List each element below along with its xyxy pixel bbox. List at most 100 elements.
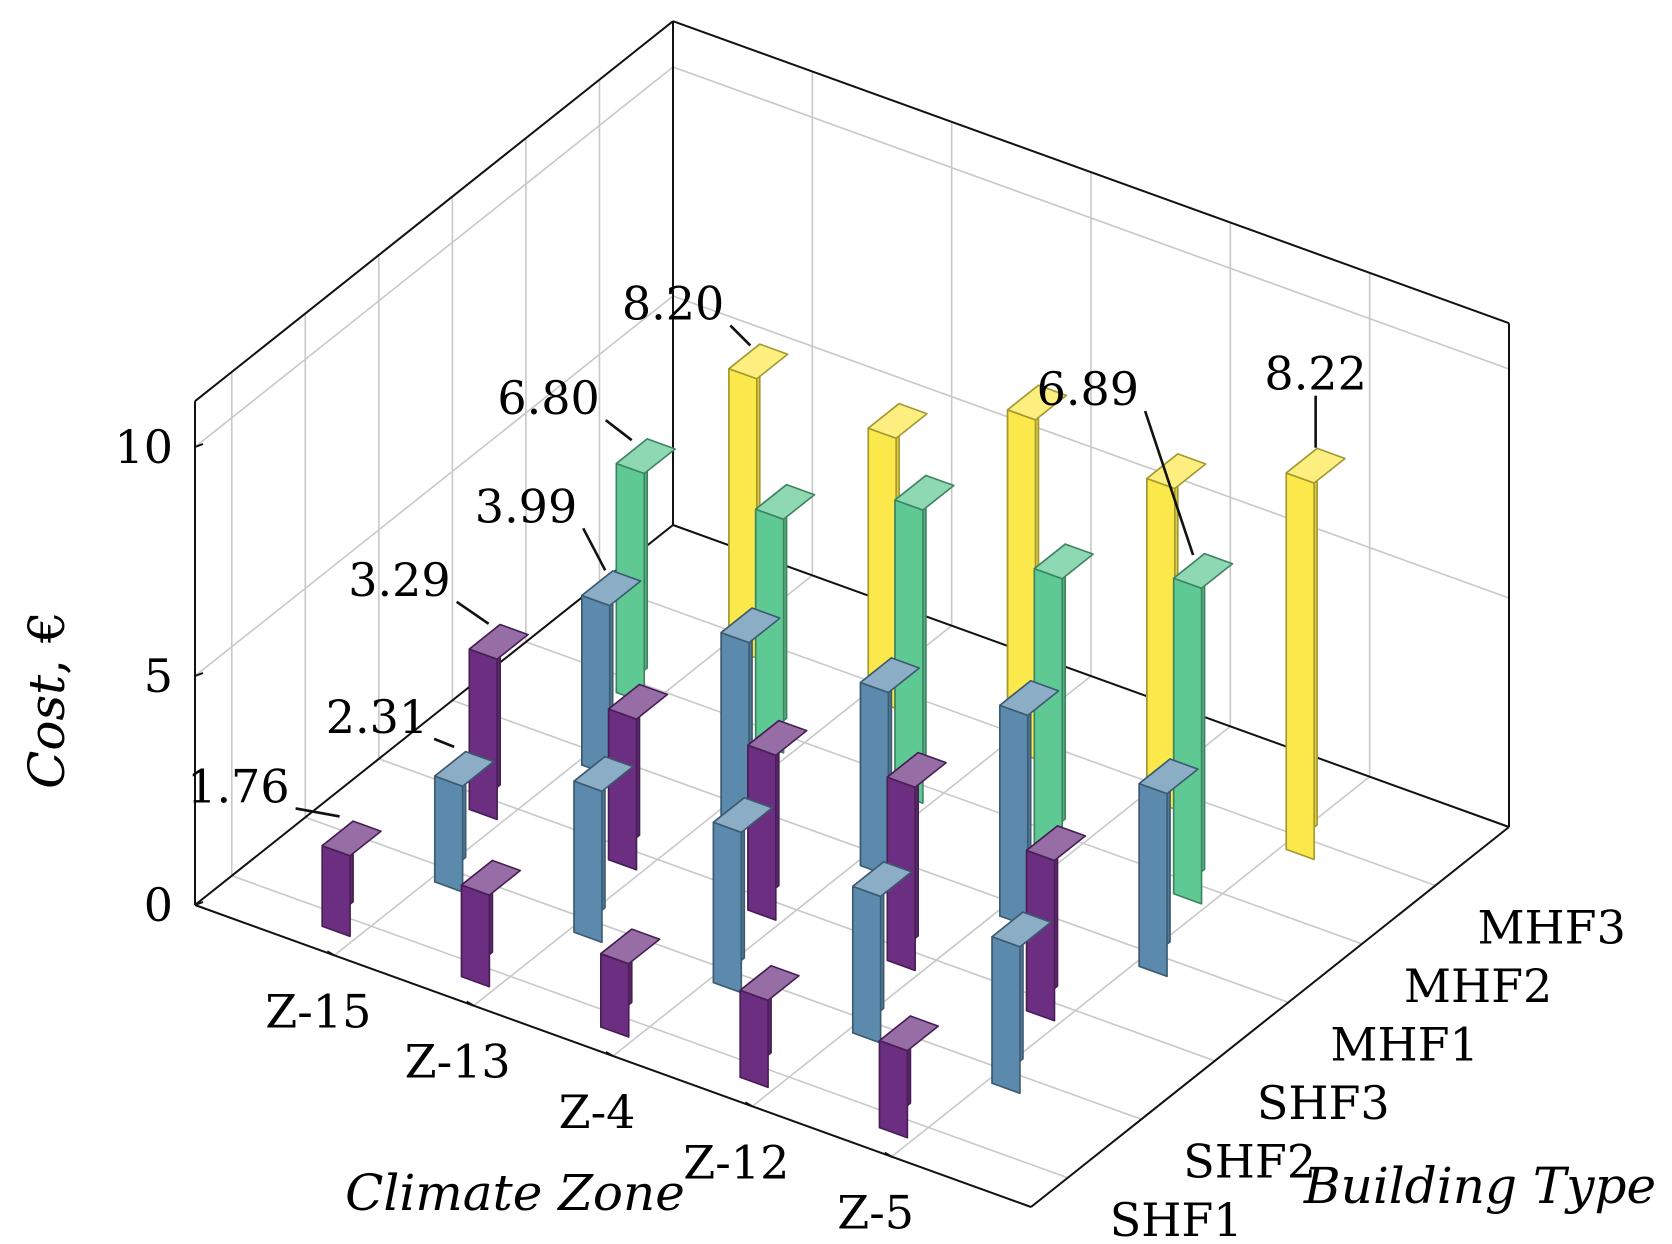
bar-top-face [1006,384,1068,421]
floor-gridline [231,875,1069,1179]
bar-top-face [573,755,634,792]
value-annotation: 8.22 [1264,347,1366,401]
bar-top-face [600,928,661,965]
bar-front-face [433,775,464,893]
bar-z-4-shf1 [600,928,661,1038]
x-tick-mark [466,1000,475,1007]
bar-front-face [1138,782,1168,978]
bar-top-face [1138,758,1199,795]
bar-front-face [460,884,491,988]
z-tick-mark [194,443,204,448]
x-tick-label: Z-12 [683,1135,789,1189]
bar-top-face [433,750,495,787]
bar-front-face [1285,472,1315,861]
x-tick-label: Z-5 [837,1186,914,1240]
bar-front-face [468,648,498,821]
bar-front-face [600,952,630,1038]
annotation-leader-line [1143,410,1195,556]
bar-top-face [894,474,955,511]
bar-front-face [712,821,743,994]
y-tick-label: SHF3 [1257,1076,1390,1130]
z-tick-label: 10 [114,420,173,474]
y-tick-label: SHF2 [1183,1134,1316,1188]
bar-top-face [878,1015,940,1052]
bar-front-face [859,681,890,877]
y-tick-label: SHF1 [1110,1193,1243,1244]
bar-top-face [867,402,928,440]
bar-top-face [615,438,676,475]
side-wall-gridline [194,295,674,677]
bar-top-face [1025,825,1087,862]
bar-top-face [460,859,522,896]
annotation-leader-line [295,807,340,818]
side-wall-gridline [194,66,674,448]
bar-front-face [739,989,769,1089]
bar-front-face [851,885,882,1044]
y-tick-label: MHF3 [1477,900,1625,954]
bar-z-13-mhf2 [754,483,816,754]
back-wall-gridline [672,295,1510,599]
bar-z-5-shf2 [991,911,1052,1095]
bar-z-4-mhf3 [1006,384,1068,760]
bar-top-face [859,657,921,694]
bar-top-face [720,607,781,644]
bar-z-12-shf2 [851,861,913,1044]
z-tick-label: 0 [144,878,173,932]
bar-top-face [712,796,773,834]
bar-z-5-mhf2 [1172,552,1234,905]
z-tick-mark [194,901,204,906]
bar-top-face [739,964,800,1002]
bar-top-face [754,483,816,521]
axis-frame-edge [1030,826,1510,1208]
bar-top-face [607,683,669,720]
bar-front-face [878,1039,909,1139]
bar-front-face [747,744,777,921]
back-wall-gridline [672,66,1510,370]
bar-z-13-shf2 [573,755,634,944]
bar-front-face [321,844,351,938]
z-axis-title-main: Cost [18,674,76,789]
value-annotation: 3.29 [348,553,450,607]
bar-front-face [607,708,638,871]
x-tick-label: Z-4 [559,1085,636,1139]
bar-top-face [1285,447,1346,484]
y-axis-title: Building Type [1303,1157,1656,1215]
bar-front-face [999,704,1029,927]
bar-z-4-mhf1 [859,657,921,877]
axis-frame-edge [672,20,1510,325]
bar-front-face [1172,577,1203,905]
z-tick-label: 5 [144,649,173,703]
annotation-leader-line [455,600,490,625]
bar-z-12-mhf1 [999,679,1060,927]
bar-z-12-shf3 [886,751,947,972]
x-tick-mark [326,950,335,957]
bar-z-15-mhf3 [728,343,789,659]
bar-top-face [468,623,529,660]
bar-top-face [321,820,382,857]
floor-gridline [525,641,1363,945]
bar-top-face [1033,543,1094,580]
bar-top-face [1172,552,1234,590]
bar-front-face [573,780,603,944]
bar-front-face [991,935,1021,1095]
bar-z-12-mhf3 [1146,453,1207,810]
z-axis-title: Cost, € [18,611,76,789]
bar-z-12-shf1 [739,964,800,1089]
bar-top-face [851,861,913,898]
bar-z-15-shf1 [321,820,382,938]
bar-top-face [1146,453,1207,490]
bar-z-4-mhf2 [894,474,955,804]
bar-z-5-mhf3 [1285,447,1346,861]
value-annotation: 1.76 [187,759,289,813]
bar-z-5-shf1 [878,1015,940,1139]
x-tick-mark [884,1151,893,1158]
y-tick-label: MHF2 [1404,959,1552,1013]
x-tick-mark [605,1051,614,1057]
value-annotation: 2.31 [326,690,428,744]
value-annotation: 6.80 [497,371,599,425]
x-tick-label: Z-13 [405,1035,511,1089]
axis-frame-edge [672,524,1510,828]
bar-z-15-shf2 [433,750,495,893]
x-tick-label: Z-15 [265,984,371,1038]
